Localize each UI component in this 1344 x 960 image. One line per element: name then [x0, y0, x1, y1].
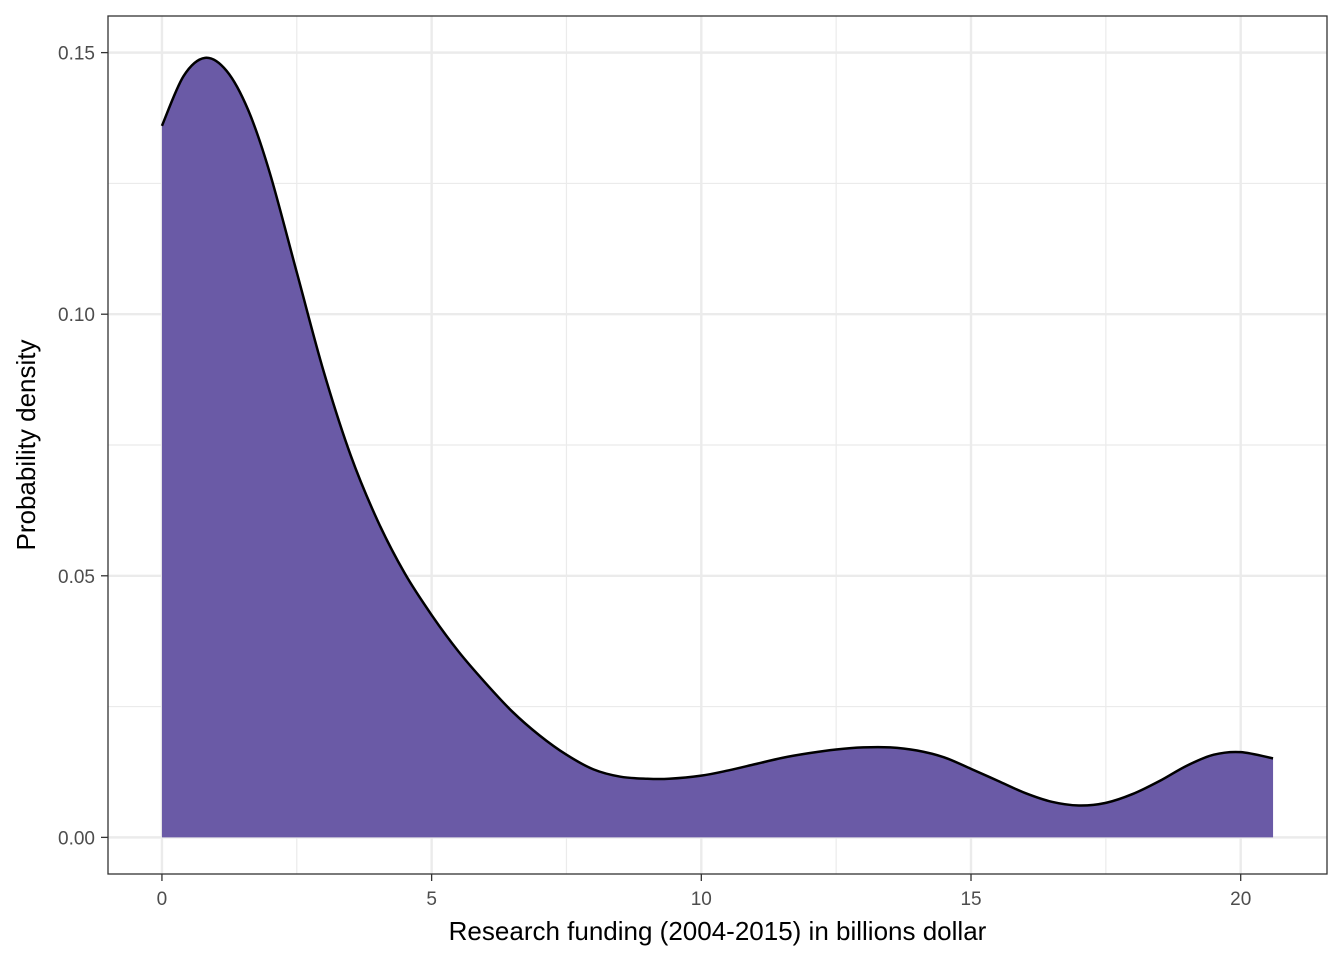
y-tick-label: 0.10: [58, 305, 95, 326]
y-axis: 0.00 0.05 0.10 0.15: [58, 44, 108, 849]
density-plot: [160, 56, 1274, 838]
x-tick-label: 10: [691, 889, 712, 910]
x-axis-title: Research funding (2004-2015) in billions…: [449, 916, 987, 946]
density-area: [161, 57, 1274, 838]
x-tick-label: 15: [960, 889, 981, 910]
density-curve: [160, 56, 1274, 807]
major-grid: [108, 16, 1327, 874]
y-tick-label: 0.05: [58, 567, 95, 588]
y-axis-title: Probability density: [11, 340, 41, 551]
y-tick-label: 0.00: [58, 828, 95, 849]
minor-grid: [108, 16, 1327, 874]
y-tick-label: 0.15: [58, 44, 95, 65]
x-tick-label: 5: [426, 889, 437, 910]
x-tick-label: 0: [157, 889, 168, 910]
x-tick-label: 20: [1230, 889, 1251, 910]
x-axis: 0 5 10 15 20: [157, 874, 1251, 910]
panel-border: [107, 15, 1328, 875]
